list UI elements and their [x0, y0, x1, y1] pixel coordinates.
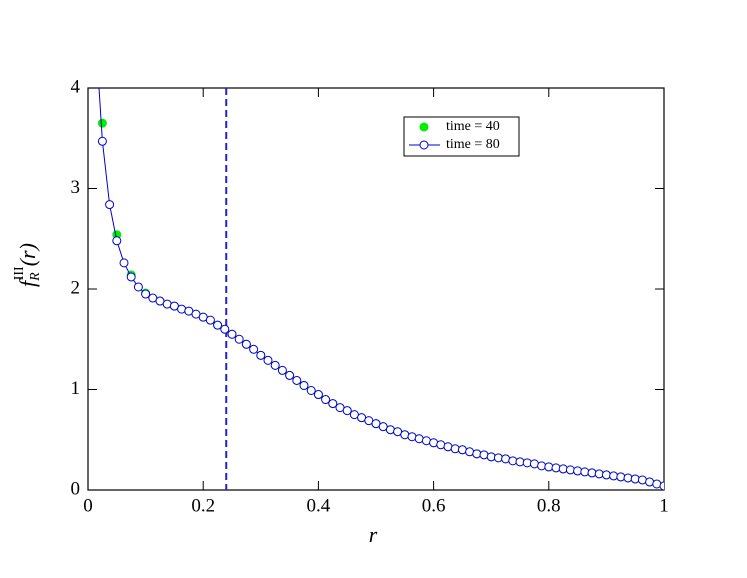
y-tick-label: 3 — [71, 177, 81, 198]
y-label-sub: R — [28, 272, 43, 282]
data-point — [213, 320, 223, 330]
y-label-arg: (r) — [15, 243, 40, 266]
data-point — [97, 136, 107, 146]
legend-marker — [419, 122, 429, 132]
data-point — [565, 465, 575, 475]
y-label-sup: III — [12, 266, 27, 280]
x-tick-label: 0.8 — [537, 495, 561, 516]
data-point — [508, 456, 518, 466]
data-point — [97, 118, 107, 128]
x-tick-label: 1 — [659, 495, 669, 516]
data-point — [630, 474, 640, 484]
data-point — [277, 365, 287, 375]
data-point — [91, 24, 99, 32]
y-tick-label: 0 — [71, 478, 81, 499]
data-point — [450, 444, 460, 454]
data-point — [342, 406, 352, 416]
data-point — [292, 375, 302, 385]
data-point — [573, 466, 583, 476]
data-point — [544, 462, 554, 472]
data-point — [616, 472, 626, 482]
data-point — [105, 200, 115, 210]
data-point — [133, 282, 143, 292]
legend-label: time = 40 — [446, 119, 500, 134]
data-point — [537, 461, 547, 471]
data-point — [241, 339, 251, 349]
data-point — [609, 471, 619, 481]
data-point — [551, 463, 561, 473]
y-tick-label: 2 — [71, 277, 81, 298]
y-tick-label: 1 — [71, 378, 81, 399]
data-point — [256, 350, 266, 360]
data-point — [234, 334, 244, 344]
data-point — [601, 470, 611, 480]
series-line — [98, 88, 664, 487]
data-point — [486, 452, 496, 462]
data-point — [126, 272, 136, 282]
x-tick-label: 0.2 — [191, 495, 215, 516]
data-point — [321, 395, 331, 405]
data-point — [328, 399, 338, 409]
data-point — [112, 236, 122, 246]
data-point — [594, 469, 604, 479]
data-point — [205, 315, 215, 325]
data-point — [472, 449, 482, 459]
data-point — [299, 380, 309, 390]
y-tick-label: 4 — [71, 76, 81, 97]
data-point — [270, 360, 280, 370]
data-point — [141, 289, 151, 299]
data-point — [285, 370, 295, 380]
legend-label: time = 80 — [446, 137, 500, 152]
x-tick-label: 0.4 — [307, 495, 331, 516]
data-point — [558, 464, 568, 474]
data-point — [580, 467, 590, 477]
data-point — [227, 329, 237, 339]
plot-area — [91, 24, 664, 490]
y-label-base: f — [15, 278, 40, 287]
x-axis-label: r — [369, 522, 378, 547]
data-point — [249, 344, 259, 354]
plot-frame — [87, 87, 665, 491]
data-point — [306, 386, 316, 396]
data-point — [515, 457, 525, 467]
data-point — [313, 390, 323, 400]
data-point — [659, 481, 664, 490]
data-point — [119, 258, 129, 268]
data-point — [623, 473, 633, 483]
x-tick-label: 0.6 — [422, 495, 446, 516]
data-point — [263, 355, 273, 365]
data-point — [587, 468, 597, 478]
x-tick-label: 0 — [83, 495, 93, 516]
data-point — [220, 324, 230, 334]
legend-marker — [419, 140, 429, 150]
data-point — [522, 458, 532, 468]
y-axis-label: fRIII(r) — [12, 243, 43, 287]
data-point — [493, 453, 503, 463]
